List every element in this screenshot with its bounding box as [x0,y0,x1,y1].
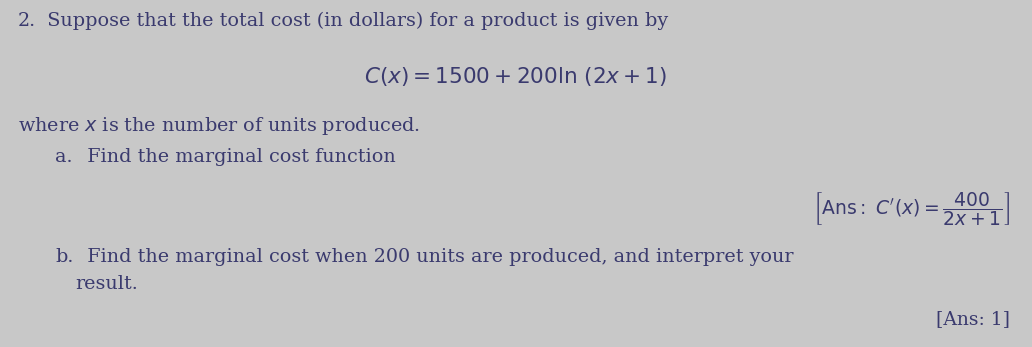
Text: $C(x) = 1500 + 200\ln\,(2x+1)$: $C(x) = 1500 + 200\ln\,(2x+1)$ [364,65,668,88]
Text: $\left[\mathrm{Ans:}\ C'(x) = \dfrac{400}{2x+1}\right]$: $\left[\mathrm{Ans:}\ C'(x) = \dfrac{400… [813,190,1010,228]
Text: Suppose that the total cost (in dollars) for a product is given by: Suppose that the total cost (in dollars)… [35,12,668,30]
Text: where $x$ is the number of units produced.: where $x$ is the number of units produce… [18,115,420,137]
Text: Find the marginal cost function: Find the marginal cost function [75,148,395,166]
Text: 2.: 2. [18,12,36,30]
Text: result.: result. [75,275,137,293]
Text: Find the marginal cost when 200 units are produced, and interpret your: Find the marginal cost when 200 units ar… [75,248,794,266]
Text: b.: b. [55,248,73,266]
Text: [Ans: 1]: [Ans: 1] [936,310,1010,328]
Text: a.: a. [55,148,72,166]
